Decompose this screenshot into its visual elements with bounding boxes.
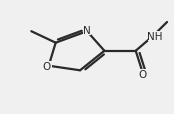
Bar [148,31,161,42]
Bar [42,61,52,71]
Text: O: O [43,61,51,71]
Text: N: N [83,26,91,36]
Bar [83,26,91,36]
Text: O: O [139,69,147,79]
Text: NH: NH [147,32,163,41]
Bar [138,69,148,79]
